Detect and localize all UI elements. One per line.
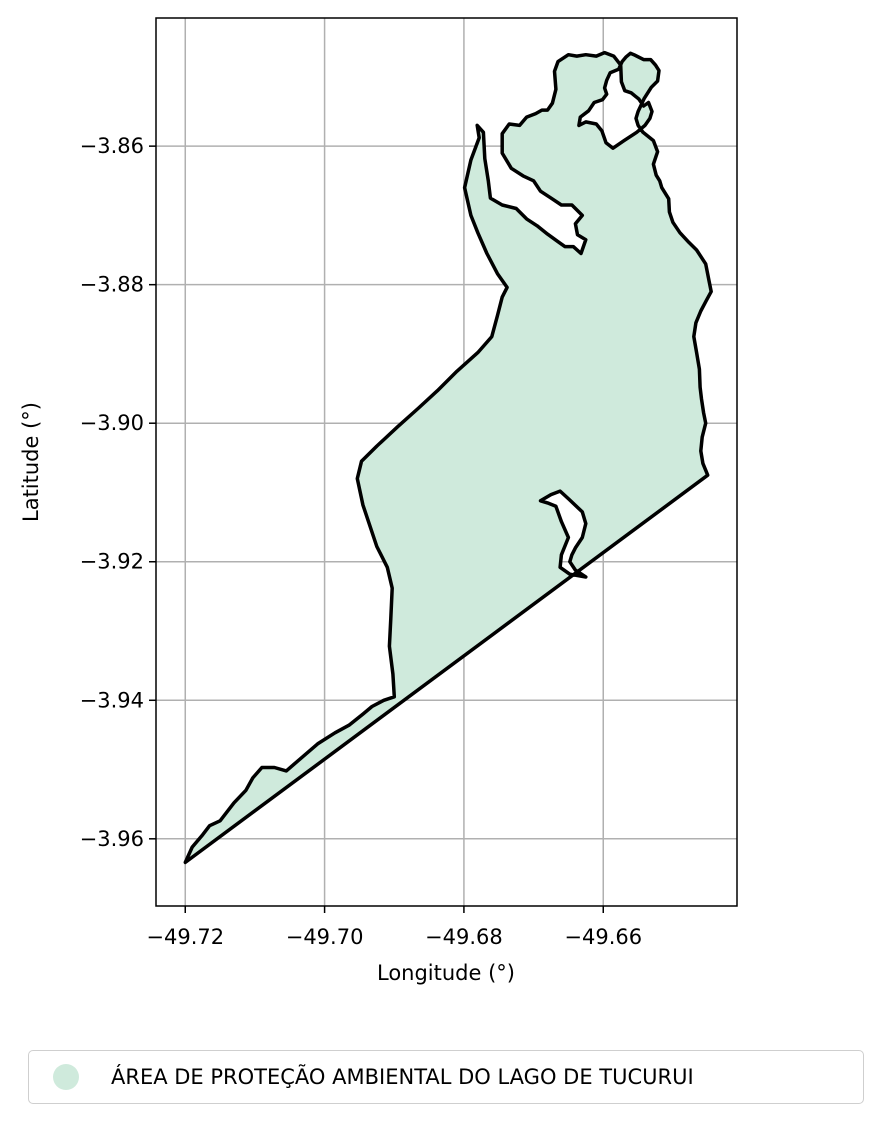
map-figure: −49.72 −49.70 −49.68 −49.66 −3.86 −3.88 −3.90 −…: [19, 17, 738, 985]
y-tick-label: −3.88: [80, 273, 144, 297]
y-tick-label: −3.90: [80, 411, 144, 435]
y-tick-label: −3.92: [80, 550, 144, 574]
axis-ticks: −49.72 −49.70 −49.68 −49.66 −3.86 −3.88 −3.90 −…: [80, 134, 642, 949]
legend-marker-icon: [53, 1064, 79, 1090]
x-tick-label: −49.68: [425, 925, 503, 949]
protected-area-polygon: [183, 50, 713, 865]
x-tick-label: −49.72: [146, 925, 224, 949]
legend-label: ÁREA DE PROTEÇÃO AMBIENTAL DO LAGO DE TU…: [111, 1065, 694, 1089]
x-axis-title: Longitude (°): [377, 961, 515, 985]
y-tick-label: −3.96: [80, 827, 144, 851]
protected-area-layer: [183, 50, 713, 865]
y-axis-title: Latitude (°): [19, 402, 43, 522]
y-tick-label: −3.86: [80, 134, 144, 158]
legend: ÁREA DE PROTEÇÃO AMBIENTAL DO LAGO DE TU…: [28, 1050, 864, 1104]
x-tick-label: −49.70: [286, 925, 364, 949]
x-tick-label: −49.66: [564, 925, 642, 949]
y-tick-label: −3.94: [80, 688, 144, 712]
plot-frame: [155, 17, 738, 907]
